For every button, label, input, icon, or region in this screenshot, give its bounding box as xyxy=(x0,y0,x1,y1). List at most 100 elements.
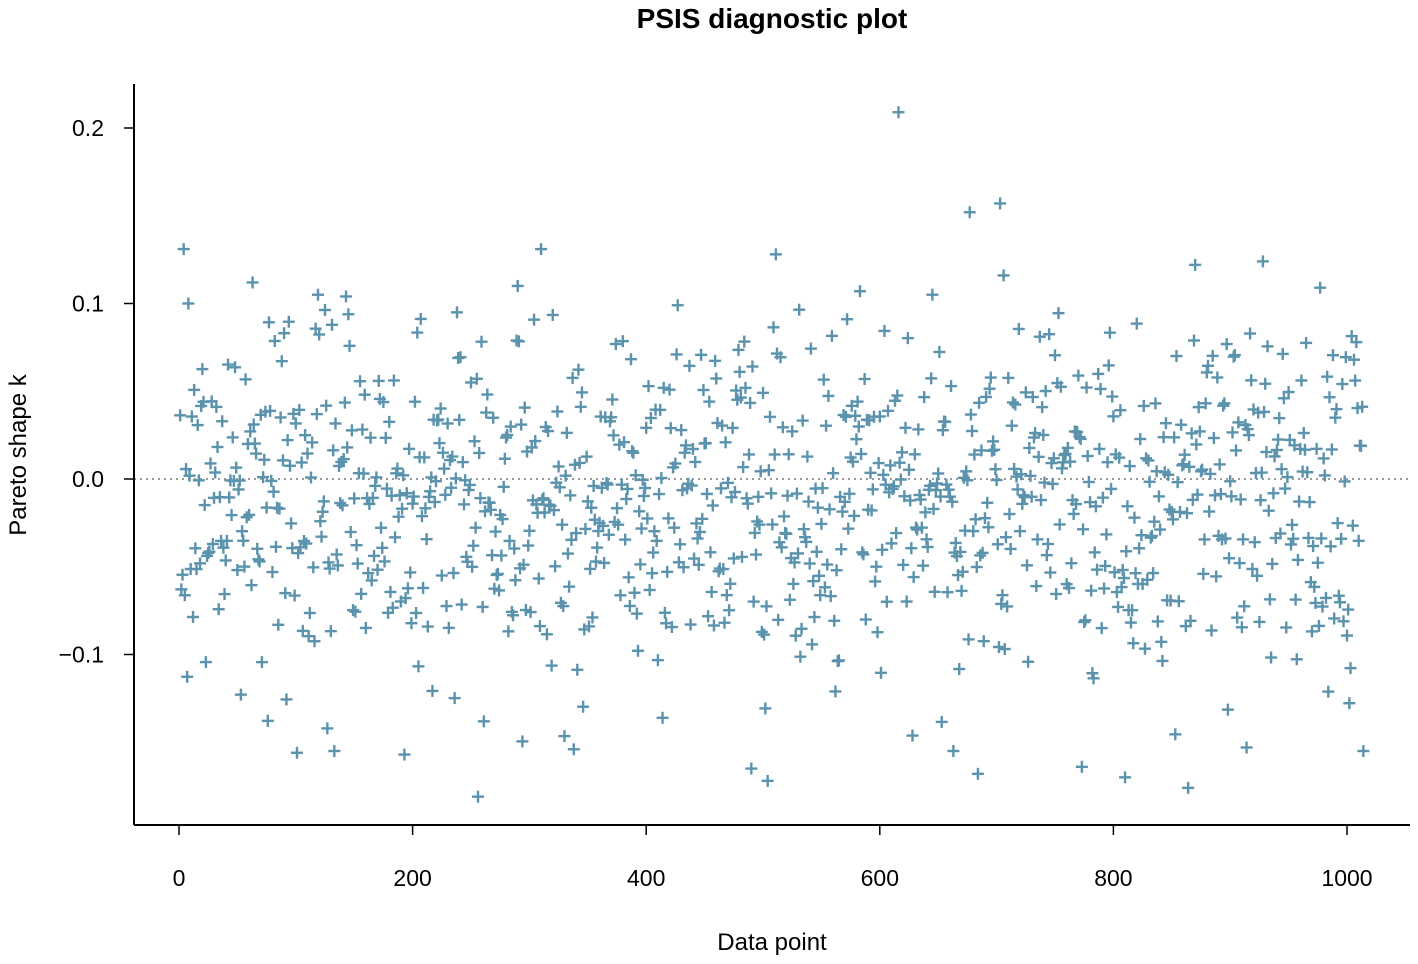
data-point xyxy=(679,439,692,452)
data-point xyxy=(344,525,357,538)
data-point xyxy=(1032,450,1045,463)
data-point xyxy=(1133,542,1146,555)
data-point xyxy=(716,419,729,432)
data-point xyxy=(1082,475,1095,488)
data-point xyxy=(391,462,404,475)
data-point xyxy=(1275,463,1288,476)
data-point xyxy=(978,512,991,525)
data-point xyxy=(1091,563,1104,576)
data-point xyxy=(1281,471,1294,484)
data-point xyxy=(1272,433,1285,446)
data-point xyxy=(776,421,789,434)
data-point xyxy=(288,589,301,602)
data-point xyxy=(206,538,219,551)
data-point xyxy=(842,522,855,535)
data-point xyxy=(1240,741,1253,754)
data-point xyxy=(436,446,449,459)
data-point xyxy=(1266,557,1279,570)
data-point xyxy=(537,492,550,505)
data-point xyxy=(515,418,528,431)
data-point xyxy=(825,329,838,342)
data-point xyxy=(611,502,623,515)
data-point xyxy=(1244,327,1257,340)
data-point xyxy=(1178,448,1191,461)
data-point xyxy=(1022,655,1035,668)
data-point xyxy=(735,550,748,563)
data-point xyxy=(466,560,479,573)
data-point xyxy=(1029,427,1042,440)
data-point xyxy=(403,442,416,455)
data-point xyxy=(1157,431,1170,444)
data-point xyxy=(330,548,343,561)
data-point xyxy=(966,425,979,438)
data-point xyxy=(890,527,903,540)
data-point xyxy=(1284,538,1297,551)
data-point xyxy=(376,541,389,554)
data-point xyxy=(379,431,392,444)
data-point xyxy=(999,531,1012,544)
data-point xyxy=(183,469,196,482)
data-point xyxy=(469,521,482,534)
data-point xyxy=(1291,553,1304,566)
data-point xyxy=(1008,462,1021,475)
data-point xyxy=(1319,591,1332,604)
data-point xyxy=(304,471,317,484)
data-point xyxy=(1356,400,1369,413)
data-point xyxy=(1322,685,1335,698)
data-point xyxy=(880,595,893,608)
data-point xyxy=(233,474,246,487)
data-point xyxy=(1276,347,1289,360)
data-point xyxy=(354,375,367,388)
data-point xyxy=(396,502,409,515)
data-point xyxy=(618,436,631,449)
data-point xyxy=(1001,600,1014,613)
data-point xyxy=(714,482,727,495)
data-point xyxy=(1175,418,1188,431)
data-point xyxy=(251,542,264,555)
data-point xyxy=(1039,385,1052,398)
data-point xyxy=(498,452,511,465)
data-point xyxy=(634,558,647,571)
data-point xyxy=(1190,438,1203,451)
data-point xyxy=(1182,781,1195,794)
data-point xyxy=(501,429,514,442)
data-point xyxy=(1335,532,1348,545)
data-point xyxy=(538,506,551,519)
data-point xyxy=(1253,615,1266,628)
data-point xyxy=(693,525,706,538)
data-point xyxy=(563,580,576,593)
data-point xyxy=(279,587,292,600)
data-point xyxy=(955,584,968,597)
data-point xyxy=(194,557,207,570)
data-point xyxy=(1154,523,1167,536)
data-point xyxy=(1333,596,1346,609)
data-point xyxy=(1204,467,1217,480)
data-point xyxy=(704,546,717,559)
data-point xyxy=(1280,621,1293,634)
data-point xyxy=(479,505,492,518)
data-point xyxy=(321,722,334,735)
data-point xyxy=(239,373,252,386)
data-point xyxy=(1192,401,1205,414)
data-point xyxy=(392,510,405,523)
data-point xyxy=(470,372,483,385)
data-point xyxy=(1145,529,1158,542)
data-point xyxy=(289,417,302,430)
data-point xyxy=(757,386,769,399)
data-point xyxy=(446,450,459,463)
data-point xyxy=(775,541,788,554)
data-point xyxy=(317,495,330,508)
data-point xyxy=(974,549,987,562)
data-point xyxy=(918,391,931,404)
data-point xyxy=(683,359,696,372)
data-point xyxy=(243,508,256,521)
data-point xyxy=(733,365,746,378)
data-point xyxy=(843,487,856,500)
data-point xyxy=(503,534,516,547)
data-point xyxy=(802,495,815,508)
data-point xyxy=(177,243,190,256)
data-point xyxy=(857,548,870,561)
data-point xyxy=(981,496,994,509)
data-point xyxy=(522,539,535,552)
data-point xyxy=(1171,476,1184,489)
